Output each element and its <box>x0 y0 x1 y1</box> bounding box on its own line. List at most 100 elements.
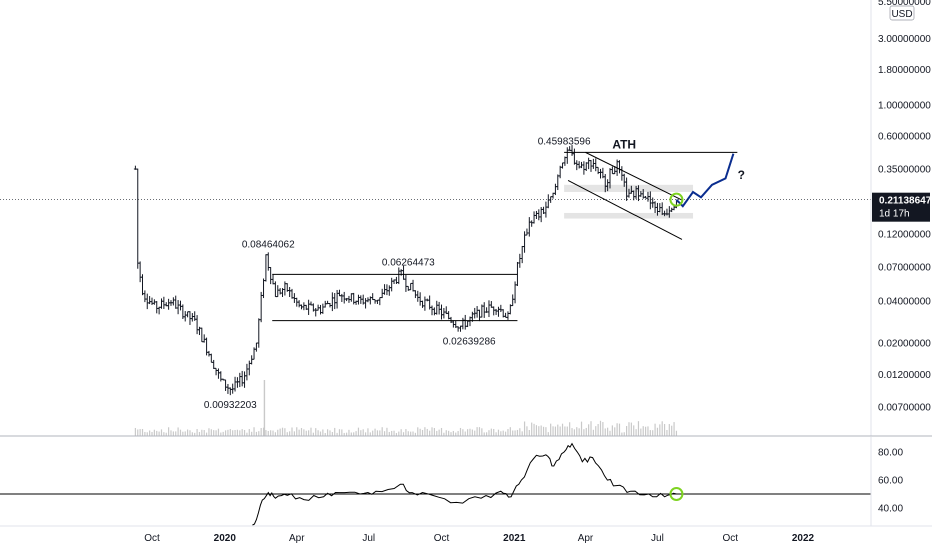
volume-bar <box>220 432 222 436</box>
volume-bar <box>566 426 568 436</box>
volume-bar <box>609 430 611 436</box>
volume-bar <box>156 430 158 436</box>
volume-bar <box>533 423 535 436</box>
volume-bar <box>194 432 196 436</box>
volume-bar <box>137 429 139 436</box>
volume-bar <box>189 430 191 436</box>
time-tick-label: 2021 <box>503 533 526 544</box>
volume-bar <box>630 422 632 436</box>
volume-bar <box>523 421 526 436</box>
volume-bar <box>215 430 217 436</box>
price-tick-label: 0.07000000 <box>878 262 931 273</box>
volume-bar <box>521 431 523 436</box>
volume-bar <box>357 427 360 436</box>
volume-bar <box>495 432 497 436</box>
time-tick-label: 2022 <box>792 533 815 544</box>
volume-bar <box>488 430 490 436</box>
volume-bar <box>644 426 647 436</box>
volume-bar <box>633 425 635 436</box>
volume-bar <box>668 424 670 436</box>
volume-bar <box>241 429 243 436</box>
volume-bar <box>474 430 476 436</box>
volume-bar <box>222 431 224 436</box>
volume-bar <box>227 429 229 436</box>
price-annotation: 0.02639286 <box>443 336 496 347</box>
volume-bar <box>265 430 267 436</box>
volume-bar <box>205 432 208 436</box>
volume-bar <box>388 431 390 436</box>
price-axis[interactable]: 5.50000000 3.00000000 1.80000000 1.00000000… <box>870 0 932 436</box>
price-tick-label: 0.60000000 <box>878 132 931 143</box>
current-price-tag <box>872 192 930 222</box>
volume-bar <box>637 421 640 436</box>
volume-bar <box>260 428 262 436</box>
volume-bar <box>671 425 673 436</box>
volume-bar <box>179 429 182 436</box>
indicator-axis[interactable]: 80.00 60.00 40.00 <box>878 448 903 515</box>
volume-bar <box>331 431 333 436</box>
volume-bar <box>405 429 407 436</box>
volume-bar <box>611 425 613 436</box>
volume-bar <box>353 432 355 436</box>
volume-bar <box>462 429 464 436</box>
volume-bar <box>229 429 231 436</box>
volume-bar <box>628 422 630 436</box>
volume-bar <box>196 429 198 436</box>
volume-bar <box>182 431 184 436</box>
breakout-circle-price <box>669 192 684 207</box>
time-tick-label: Apr <box>578 533 594 544</box>
volume-bar <box>300 428 303 436</box>
volume-bar <box>322 429 324 436</box>
volume-bar <box>400 429 402 436</box>
volume-bar <box>504 431 507 436</box>
volume-bar <box>583 429 585 436</box>
volume-bar <box>355 431 357 436</box>
volume-bar <box>272 430 274 436</box>
volume-bar <box>308 430 310 436</box>
volume-bar <box>198 431 201 436</box>
volume-bar <box>552 426 554 436</box>
volume-bar <box>296 427 298 436</box>
volume-bar <box>310 427 312 436</box>
volume-bar <box>201 429 203 436</box>
indicator-tick-label: 60.00 <box>878 476 903 487</box>
volume-bar <box>512 430 514 436</box>
volume-bar <box>258 431 260 436</box>
volume-bar <box>327 429 329 436</box>
breakout-circle-indicator <box>669 487 684 501</box>
projection-line <box>675 153 735 208</box>
volume-bar <box>284 428 286 436</box>
volume-bar <box>153 429 155 436</box>
volume-bar <box>253 427 255 436</box>
time-tick-label: Oct <box>722 533 738 544</box>
volume-bar <box>433 428 435 436</box>
volume-bar <box>186 429 189 436</box>
volume-bar <box>457 431 459 436</box>
volume-bar <box>319 431 322 436</box>
volume-bar <box>557 424 559 436</box>
volume-bar <box>263 380 266 436</box>
volume-bar <box>376 430 379 436</box>
volume-bar <box>419 428 421 436</box>
volume-bar <box>481 428 483 436</box>
volume-bar <box>391 430 393 436</box>
volume-bar <box>585 427 587 436</box>
support-zones <box>564 184 694 219</box>
time-axis[interactable]: Oct 2020 Apr Jul Oct 2021 Apr Jul Oct 2022 <box>144 533 814 544</box>
volume-bar <box>573 429 575 436</box>
volume-bar <box>141 428 144 436</box>
currency-badge[interactable] <box>889 5 915 21</box>
price-annotation: 0.45983596 <box>538 136 591 147</box>
volume-bar <box>502 430 504 436</box>
price-tick-label: 3.00000000 <box>878 34 931 45</box>
volume-bar <box>550 423 552 436</box>
indicator-line <box>252 442 677 526</box>
volume-bar <box>438 429 440 436</box>
price-tick-label: 0.04000000 <box>878 297 931 308</box>
volume-bar <box>476 427 478 436</box>
volume-bar <box>547 432 549 436</box>
volume-bar <box>291 427 293 436</box>
volume-bar <box>424 427 426 436</box>
volume-bar <box>464 431 466 436</box>
volume-bar <box>599 420 602 436</box>
